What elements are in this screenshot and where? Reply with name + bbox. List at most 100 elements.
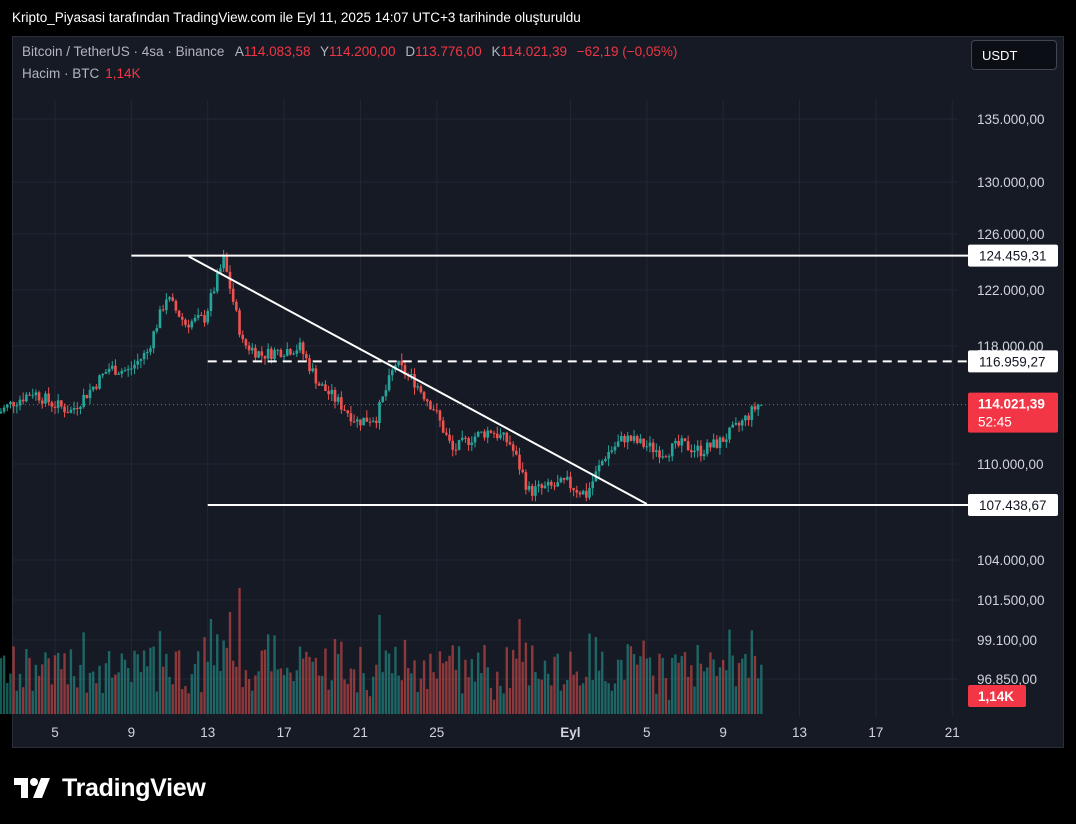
candle-body (225, 255, 229, 272)
volume-bar (47, 658, 50, 714)
price-tick-label: 110.000,00 (977, 457, 1044, 472)
volume-bar (585, 676, 588, 714)
volume-bar (276, 669, 279, 714)
chart-panel[interactable] (12, 36, 1064, 748)
candle-body (5, 404, 9, 408)
candle-body (715, 439, 719, 448)
candle-body (336, 397, 340, 402)
volume-bar (410, 673, 413, 714)
candle-body (53, 406, 57, 408)
price-axis: 135.000,00 130.000,00 126.000,00 122.000,00… (977, 112, 1045, 687)
candle-body (632, 436, 636, 441)
candle-body (537, 484, 540, 487)
volume-bar (41, 664, 44, 714)
candle-body (702, 453, 706, 457)
volume-bar (34, 664, 38, 714)
volume-bar (661, 657, 664, 714)
candle-body (142, 353, 146, 360)
volume-bar (0, 658, 3, 714)
volume-bar (98, 665, 101, 714)
volume-bar (114, 674, 117, 714)
candle-body (279, 349, 283, 357)
volume-bar (489, 687, 493, 714)
level-price-text: 124.459,31 (979, 249, 1047, 264)
volume-bar (709, 652, 712, 714)
volume-bar (496, 671, 499, 714)
volume-bar (72, 676, 76, 714)
candle-body (238, 310, 241, 335)
candle-body (289, 349, 292, 355)
candle-body (518, 454, 521, 470)
volume-bar (651, 675, 655, 714)
candle-body (37, 392, 41, 401)
candle-body (629, 435, 633, 441)
volume-bar (190, 674, 194, 714)
candle-body (247, 345, 251, 351)
candle-body (295, 350, 299, 354)
candle-body (219, 268, 222, 273)
candle-body (349, 413, 353, 422)
candle-body (311, 368, 315, 372)
price-tick-label: 118.000,00 (977, 339, 1044, 354)
candle-body (508, 442, 512, 445)
volume-bar (578, 685, 582, 714)
candle-body (480, 431, 483, 433)
volume-bar (311, 661, 314, 714)
volume-bar (88, 672, 92, 714)
candle-body (645, 446, 649, 448)
date-tick-label: 9 (128, 725, 136, 740)
candle-body (69, 409, 73, 413)
volume-bar (546, 673, 550, 714)
volume-bar (591, 679, 594, 714)
volume-bar (441, 663, 445, 714)
volume-bar (340, 641, 343, 714)
volume-bar (616, 659, 620, 714)
candle-body (429, 401, 432, 410)
volume-label[interactable]: Hacim · BTC (22, 66, 100, 81)
volume-bar (706, 667, 709, 714)
candle-body (231, 288, 235, 302)
volume-bar (597, 670, 601, 714)
candle-body (626, 435, 629, 443)
candle-body (98, 375, 101, 389)
candle-body (292, 353, 295, 355)
candle-body (15, 405, 19, 407)
volume-bar (473, 681, 477, 714)
volume-bar (196, 651, 200, 714)
volume-bar (63, 653, 66, 714)
candle-body (410, 373, 413, 375)
candle-body (731, 424, 734, 428)
volume-bar (457, 646, 461, 714)
currency-button[interactable]: USDT (971, 40, 1057, 70)
volume-bar (753, 655, 757, 714)
volume-bar (734, 686, 738, 714)
candle-body (445, 432, 448, 435)
volume-bar (648, 657, 652, 714)
volume-bar (422, 660, 426, 714)
volume-bar (371, 676, 375, 714)
symbol-name[interactable]: Bitcoin / TetherUS · 4sa · Binance (22, 44, 225, 59)
candle-body (180, 316, 184, 320)
volume-bar (438, 651, 442, 714)
volume-bar (702, 671, 706, 714)
volume-bar (741, 658, 744, 714)
low-value: 113.776,00 (415, 44, 482, 59)
volume-bar (104, 663, 108, 714)
date-tick-label: 5 (643, 725, 651, 740)
candle-body (126, 368, 130, 371)
volume-bar (333, 638, 337, 714)
volume-bar (671, 657, 674, 714)
price-tags: 124.459,31 116.959,27 107.438,67 114.021,39… (968, 244, 1058, 707)
price-tick-label: 96.850,00 (977, 672, 1037, 687)
candle-body (705, 442, 709, 454)
volume-bar (502, 693, 505, 714)
volume-bar (25, 648, 28, 714)
candle-body (174, 300, 178, 311)
volume-bar (244, 670, 248, 714)
date-tick-label: 21 (945, 725, 960, 740)
candle-body (750, 406, 754, 421)
high-label: Y (319, 44, 329, 59)
candle-body (725, 439, 728, 442)
candle-body (642, 438, 645, 447)
